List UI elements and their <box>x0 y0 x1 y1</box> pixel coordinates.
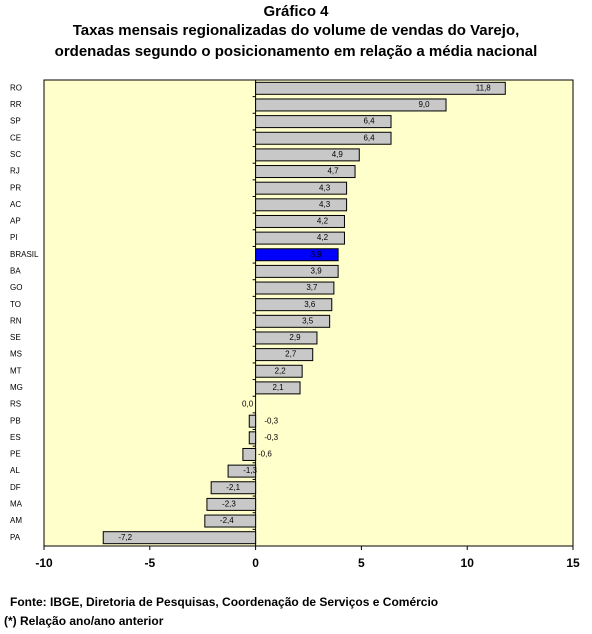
y-tick-label: PA <box>10 533 21 542</box>
x-tick-label: -10 <box>35 556 53 570</box>
bar <box>255 331 318 345</box>
y-tick-label: SP <box>10 117 21 126</box>
y-tick-label: AP <box>10 217 21 226</box>
bar <box>248 414 257 428</box>
x-tick-label: -5 <box>144 556 155 570</box>
y-tick-label: PR <box>10 183 21 192</box>
value-label: -0,3 <box>264 433 278 442</box>
value-label: 4,3 <box>319 183 331 192</box>
bar <box>248 431 257 445</box>
bar <box>255 231 345 245</box>
bar <box>255 364 303 378</box>
y-tick-label: PE <box>10 450 21 459</box>
value-label: 9,0 <box>418 100 430 109</box>
bar <box>255 148 360 162</box>
value-label: 0,0 <box>242 400 254 409</box>
y-tick-label: MA <box>10 500 23 509</box>
bar <box>255 198 348 212</box>
bar <box>255 314 331 328</box>
value-label: 4,3 <box>319 200 331 209</box>
y-tick-label: RO <box>10 83 22 92</box>
value-label: 6,4 <box>363 117 375 126</box>
value-label: 4,9 <box>332 150 344 159</box>
bar <box>255 181 348 195</box>
bar <box>242 447 257 461</box>
value-label: 2,9 <box>289 333 301 342</box>
bar <box>255 131 392 145</box>
value-label: -2,4 <box>220 516 234 525</box>
bar <box>255 381 301 395</box>
y-tick-label: MS <box>10 350 22 359</box>
bar <box>255 248 339 262</box>
value-label: 4,2 <box>317 233 329 242</box>
footnote: (*) Relação ano/ano anterior <box>4 614 164 628</box>
bar <box>206 497 257 511</box>
value-label: -7,2 <box>118 533 132 542</box>
value-label: -1,3 <box>243 466 257 475</box>
bar <box>255 214 345 228</box>
y-tick-label: SE <box>10 333 21 342</box>
value-label: -2,3 <box>222 500 236 509</box>
y-tick-label: ES <box>10 433 21 442</box>
y-tick-label: CE <box>10 133 21 142</box>
value-label: -0,6 <box>258 450 272 459</box>
y-tick-label: PI <box>10 233 18 242</box>
y-tick-label: AL <box>10 466 20 475</box>
y-tick-label: AM <box>10 516 22 525</box>
chart-subtitle: Taxas mensais regionalizadas do volume d… <box>73 22 520 39</box>
bar <box>210 481 257 495</box>
x-tick-label: 15 <box>566 556 580 570</box>
value-label: 4,2 <box>317 217 329 226</box>
bar <box>255 115 392 129</box>
value-label: 3,9 <box>311 250 323 259</box>
y-tick-label: MG <box>10 383 23 392</box>
y-tick-label: BA <box>10 267 21 276</box>
value-label: -0,3 <box>264 416 278 425</box>
chart-title: Gráfico 4 <box>263 3 329 20</box>
y-tick-label: TO <box>10 300 21 309</box>
bar <box>255 165 356 179</box>
x-tick-label: 5 <box>358 556 365 570</box>
bar <box>255 298 333 312</box>
bar <box>255 98 447 112</box>
y-tick-label: MT <box>10 366 22 375</box>
bar <box>255 348 314 362</box>
value-label: 4,7 <box>327 167 339 176</box>
value-label: 2,7 <box>285 350 297 359</box>
x-tick-label: 0 <box>252 556 259 570</box>
bar <box>102 531 257 545</box>
y-tick-label: GO <box>10 283 22 292</box>
footnote: Fonte: IBGE, Diretoria de Pesquisas, Coo… <box>10 595 438 609</box>
value-label: 2,2 <box>275 366 287 375</box>
value-label: -2,1 <box>226 483 240 492</box>
y-tick-label: DF <box>10 483 21 492</box>
value-label: 3,5 <box>302 316 314 325</box>
y-tick-label: SC <box>10 150 21 159</box>
y-tick-label: RJ <box>10 167 20 176</box>
x-tick-label: 10 <box>461 556 475 570</box>
value-label: 3,6 <box>304 300 316 309</box>
y-tick-label: PB <box>10 416 21 425</box>
value-label: 3,7 <box>306 283 318 292</box>
bar <box>227 464 257 478</box>
y-tick-label: RN <box>10 316 22 325</box>
bar <box>204 514 257 528</box>
bar <box>255 281 335 295</box>
value-label: 3,9 <box>311 267 323 276</box>
y-tick-label: RR <box>10 100 22 109</box>
bar <box>255 264 339 278</box>
y-tick-label: RS <box>10 400 21 409</box>
value-label: 11,8 <box>476 83 492 92</box>
value-label: 6,4 <box>363 133 375 142</box>
y-tick-label: AC <box>10 200 21 209</box>
value-label: 2,1 <box>272 383 284 392</box>
y-tick-label: BRASIL <box>10 250 39 259</box>
chart-subtitle: ordenadas segundo o posicionamento em re… <box>55 43 538 60</box>
bar <box>255 81 506 95</box>
